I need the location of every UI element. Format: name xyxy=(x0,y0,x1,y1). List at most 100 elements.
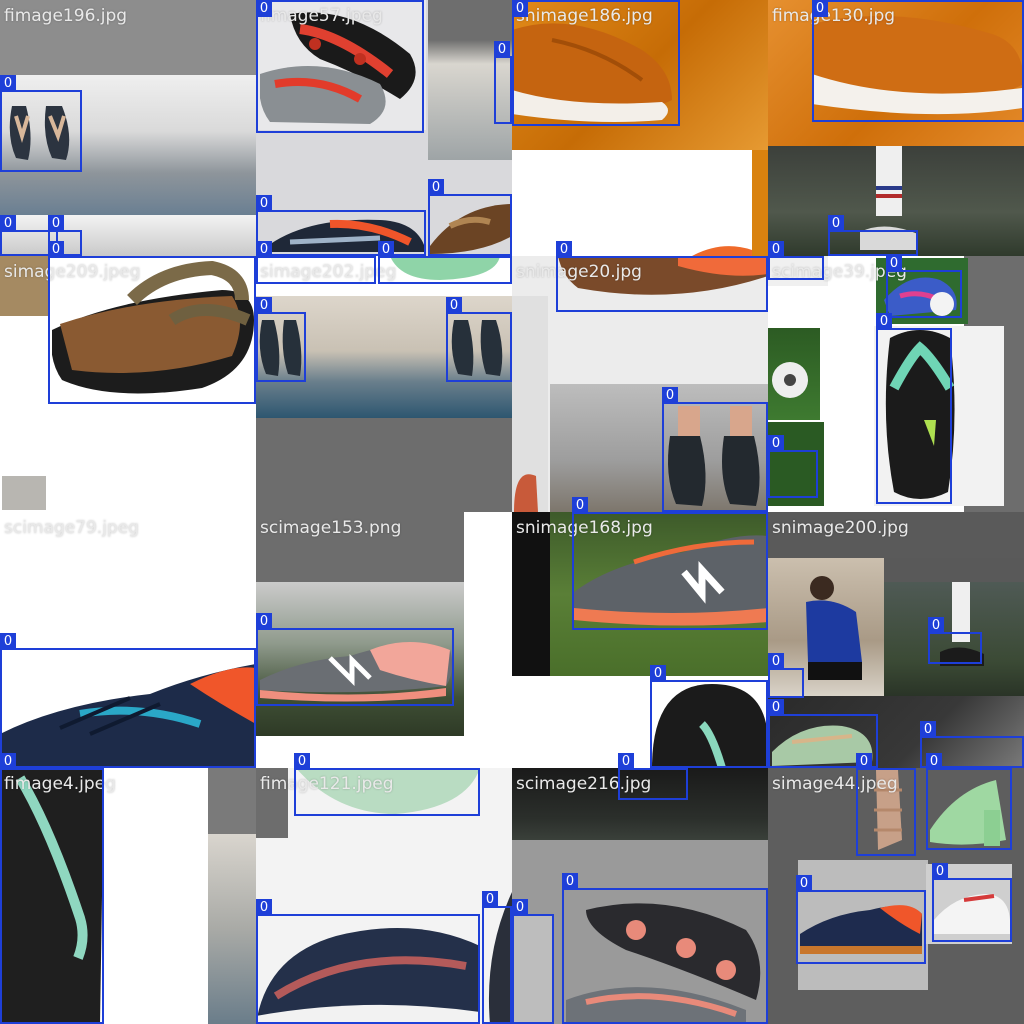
sandal-icon xyxy=(52,260,254,394)
running-shoe-icon xyxy=(0,664,256,768)
player-leg-icon xyxy=(940,582,984,666)
class-tag: 0 xyxy=(876,313,892,330)
shoe-sole-icon xyxy=(488,892,512,1024)
detection-box: 0 xyxy=(768,699,878,768)
detection-box: 0 xyxy=(256,0,424,133)
class-tag: 0 xyxy=(494,41,510,58)
gray-banner xyxy=(0,0,256,75)
rock-patch xyxy=(208,834,256,1024)
sneaker-icon xyxy=(512,23,672,122)
tile-label: simage209.jpeg xyxy=(4,262,141,282)
tile-label: snimage200.jpg xyxy=(772,518,909,538)
detection-box: 0 xyxy=(494,41,512,124)
class-tag: 0 xyxy=(768,435,784,452)
class-tag: 0 xyxy=(256,899,272,916)
class-tag: 0 xyxy=(562,873,578,890)
class-tag: 0 xyxy=(48,241,64,258)
tile-simage202: simage202.jpeg xyxy=(256,256,512,512)
tile-label: scimage79.jpeg xyxy=(4,518,139,538)
tile-label: fimage121.jpeg xyxy=(260,774,394,794)
white-patch xyxy=(512,150,752,256)
detection-box: 0 xyxy=(294,753,480,816)
football-boot-icon xyxy=(260,12,416,124)
tile-fimage4: fimage4.jpeg xyxy=(0,768,256,1024)
detection-box: 0 xyxy=(0,753,104,1024)
flip-flop-icon xyxy=(9,106,70,160)
tile-snimage186: snimage186.jpg xyxy=(512,0,768,256)
flip-flop-icon xyxy=(451,320,503,376)
class-tag: 0 xyxy=(556,241,572,258)
fabric-patch xyxy=(752,150,768,256)
class-tag: 0 xyxy=(256,0,272,17)
detection-box: 0 xyxy=(512,899,554,1024)
detection-box: 0 xyxy=(812,0,1024,122)
tile-simage209: simage209.jpeg xyxy=(0,256,256,512)
class-tag: 0 xyxy=(0,215,16,232)
class-tag: 0 xyxy=(294,753,310,770)
tile-label: snimage20.jpg xyxy=(516,262,642,282)
class-tag: 0 xyxy=(768,241,784,258)
flip-flop-icon xyxy=(0,768,104,1024)
tile-scimage79: scimage79.jpeg xyxy=(0,512,256,768)
tile-fimage121: fimage121.jpeg xyxy=(256,768,512,1024)
flip-flop-icon xyxy=(296,768,480,814)
running-shoe-icon xyxy=(260,642,453,702)
class-tag: 0 xyxy=(512,899,528,916)
tile-snimage168: snimage168.jpg xyxy=(512,512,768,768)
detection-box: 0 xyxy=(768,435,818,498)
tile-label: scimage39.jpeg xyxy=(772,262,907,282)
tile-fimage57: fimage57.jpeg xyxy=(256,0,512,256)
sandal-icon xyxy=(430,204,512,254)
tile-label: snimage186.jpg xyxy=(516,6,653,26)
detection-box: 0 xyxy=(256,195,426,256)
flip-flop-icon xyxy=(652,684,768,768)
detection-box: 0 xyxy=(428,179,512,256)
detection-box: 0 xyxy=(768,653,804,698)
class-tag: 0 xyxy=(650,665,666,682)
rock-patch xyxy=(0,75,256,215)
tile-scimage153: scimage153.png xyxy=(256,512,512,768)
class-tag: 0 xyxy=(828,215,844,232)
running-shoe-icon xyxy=(574,535,768,626)
dark-patch xyxy=(512,768,768,840)
tile-label: scimage153.png xyxy=(260,518,402,538)
running-shoe-icon xyxy=(800,905,922,954)
detection-box: 0 xyxy=(928,617,982,664)
tile-label: simage202.jpeg xyxy=(260,262,397,282)
sandal-icon xyxy=(772,725,873,766)
detection-box: 0 xyxy=(378,241,512,284)
tile-label: fimage57.jpeg xyxy=(260,6,383,26)
class-tag: 0 xyxy=(920,721,936,738)
detection-box: 0 xyxy=(572,497,768,630)
sneaker-icon xyxy=(934,894,1010,934)
detection-box: 0 xyxy=(856,753,916,856)
class-tag: 0 xyxy=(256,241,272,258)
detection-box: 0 xyxy=(932,863,1012,942)
tile-label: simage44.jpeg xyxy=(772,774,898,794)
detection-box: 0 xyxy=(650,665,768,768)
detection-box: 0 xyxy=(920,721,1024,768)
tile-simage44: simage44.jpeg xyxy=(768,768,1024,1024)
class-tag: 0 xyxy=(378,241,394,258)
class-tag: 0 xyxy=(256,195,272,212)
flip-flop-icon xyxy=(668,406,760,506)
class-tag: 0 xyxy=(256,613,272,630)
football-icon xyxy=(772,362,808,398)
detection-box: 0 xyxy=(796,875,926,964)
class-tag: 0 xyxy=(512,0,528,17)
sneaker-icon xyxy=(812,16,1024,115)
gray-banner xyxy=(768,512,1024,558)
tile-label: scimage216.jpg xyxy=(516,774,652,794)
tile-label: snimage168.jpg xyxy=(516,518,653,538)
tile-label: fimage130.jpg xyxy=(772,6,896,26)
detection-box: 0 xyxy=(512,0,680,126)
detection-box: 0 xyxy=(926,753,1012,850)
tile-scimage216: scimage216.jpg xyxy=(512,768,768,1024)
flip-flop-icon xyxy=(256,928,480,1024)
flip-flop-icon xyxy=(259,320,302,376)
detection-box: 0 xyxy=(876,313,952,504)
class-tag: 0 xyxy=(0,753,16,770)
gray-patch xyxy=(768,256,828,286)
player-leg-icon xyxy=(860,146,918,250)
white-patch xyxy=(512,914,552,1024)
